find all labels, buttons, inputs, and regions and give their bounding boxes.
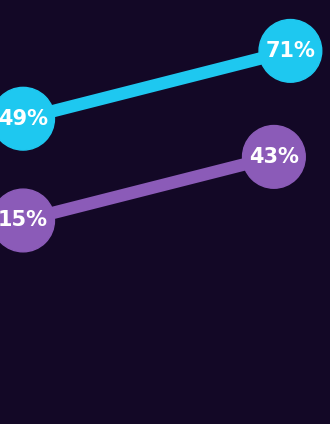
Ellipse shape	[259, 20, 322, 82]
Ellipse shape	[243, 126, 305, 188]
Ellipse shape	[0, 189, 54, 252]
Text: 49%: 49%	[0, 109, 48, 129]
Ellipse shape	[0, 87, 54, 150]
Text: 43%: 43%	[249, 147, 299, 167]
Text: 15%: 15%	[0, 210, 48, 231]
Text: 71%: 71%	[265, 41, 315, 61]
